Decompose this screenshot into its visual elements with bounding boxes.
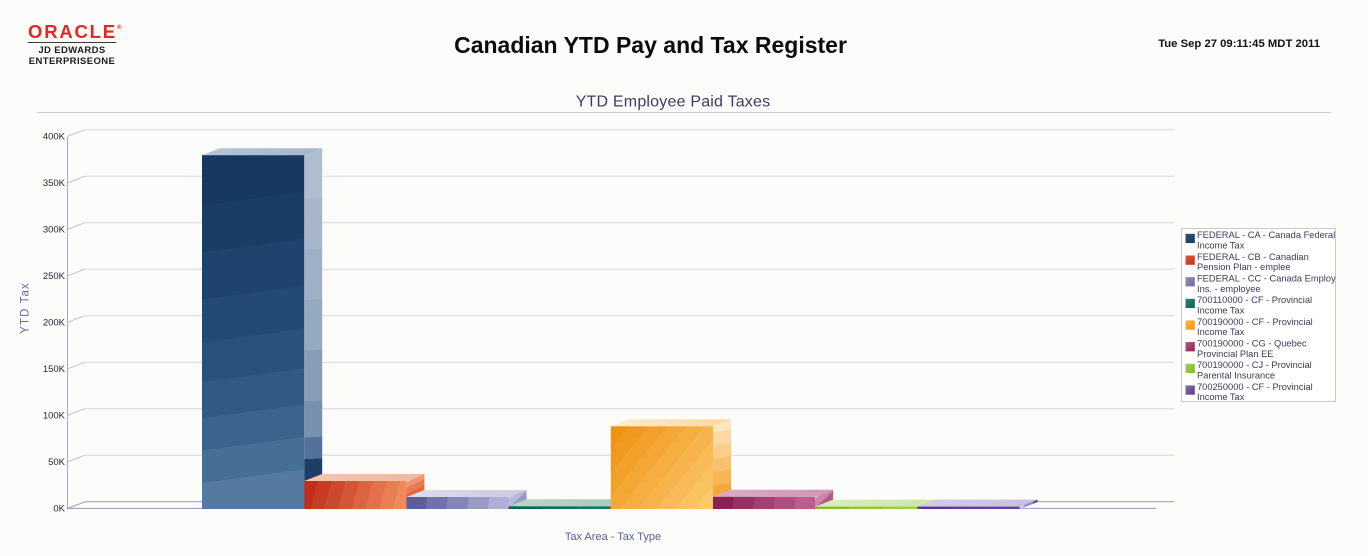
svg-text:700190000 - CG - Quebec: 700190000 - CG - Quebec	[1197, 338, 1307, 348]
svg-text:Parental Insurance: Parental Insurance	[1197, 371, 1275, 381]
svg-text:FEDERAL - CB - Canadian: FEDERAL - CB - Canadian	[1197, 252, 1309, 262]
svg-text:400K: 400K	[43, 132, 66, 143]
svg-text:Provincial Plan EE: Provincial Plan EE	[1197, 349, 1273, 359]
svg-text:350K: 350K	[43, 178, 66, 189]
svg-text:YTD Tax: YTD Tax	[20, 282, 32, 334]
svg-text:150K: 150K	[43, 364, 66, 375]
svg-text:Income Tax: Income Tax	[1197, 392, 1245, 402]
svg-text:Tax Area - Tax Type: Tax Area - Tax Type	[565, 531, 661, 543]
svg-text:50K: 50K	[48, 457, 66, 468]
svg-text:700250000 - CF - Provincial: 700250000 - CF - Provincial	[1197, 382, 1313, 392]
svg-text:700190000 - CF - Provincial: 700190000 - CF - Provincial	[1197, 317, 1313, 327]
svg-text:700110000 - CF - Provincial: 700110000 - CF - Provincial	[1197, 295, 1312, 305]
svg-text:300K: 300K	[43, 225, 66, 236]
svg-text:Income Tax: Income Tax	[1197, 241, 1245, 251]
svg-text:Income Tax: Income Tax	[1197, 327, 1245, 337]
svg-text:700190000 - CJ - Provincial: 700190000 - CJ - Provincial	[1197, 360, 1312, 370]
svg-text:Income Tax: Income Tax	[1197, 306, 1245, 316]
svg-text:YTD Employee Paid Taxes: YTD Employee Paid Taxes	[576, 94, 771, 111]
svg-text:FEDERAL - CA - Canada Federal: FEDERAL - CA - Canada Federal	[1197, 230, 1335, 240]
svg-text:200K: 200K	[43, 318, 66, 329]
svg-text:250K: 250K	[43, 271, 66, 282]
svg-text:Pension Plan - emplee: Pension Plan - emplee	[1197, 262, 1291, 272]
svg-text:100K: 100K	[43, 411, 66, 422]
svg-text:0K: 0K	[53, 504, 65, 515]
svg-text:FEDERAL - CC - Canada Employ: FEDERAL - CC - Canada Employ	[1197, 274, 1336, 284]
svg-text:Ins. - employee: Ins. - employee	[1197, 284, 1261, 294]
